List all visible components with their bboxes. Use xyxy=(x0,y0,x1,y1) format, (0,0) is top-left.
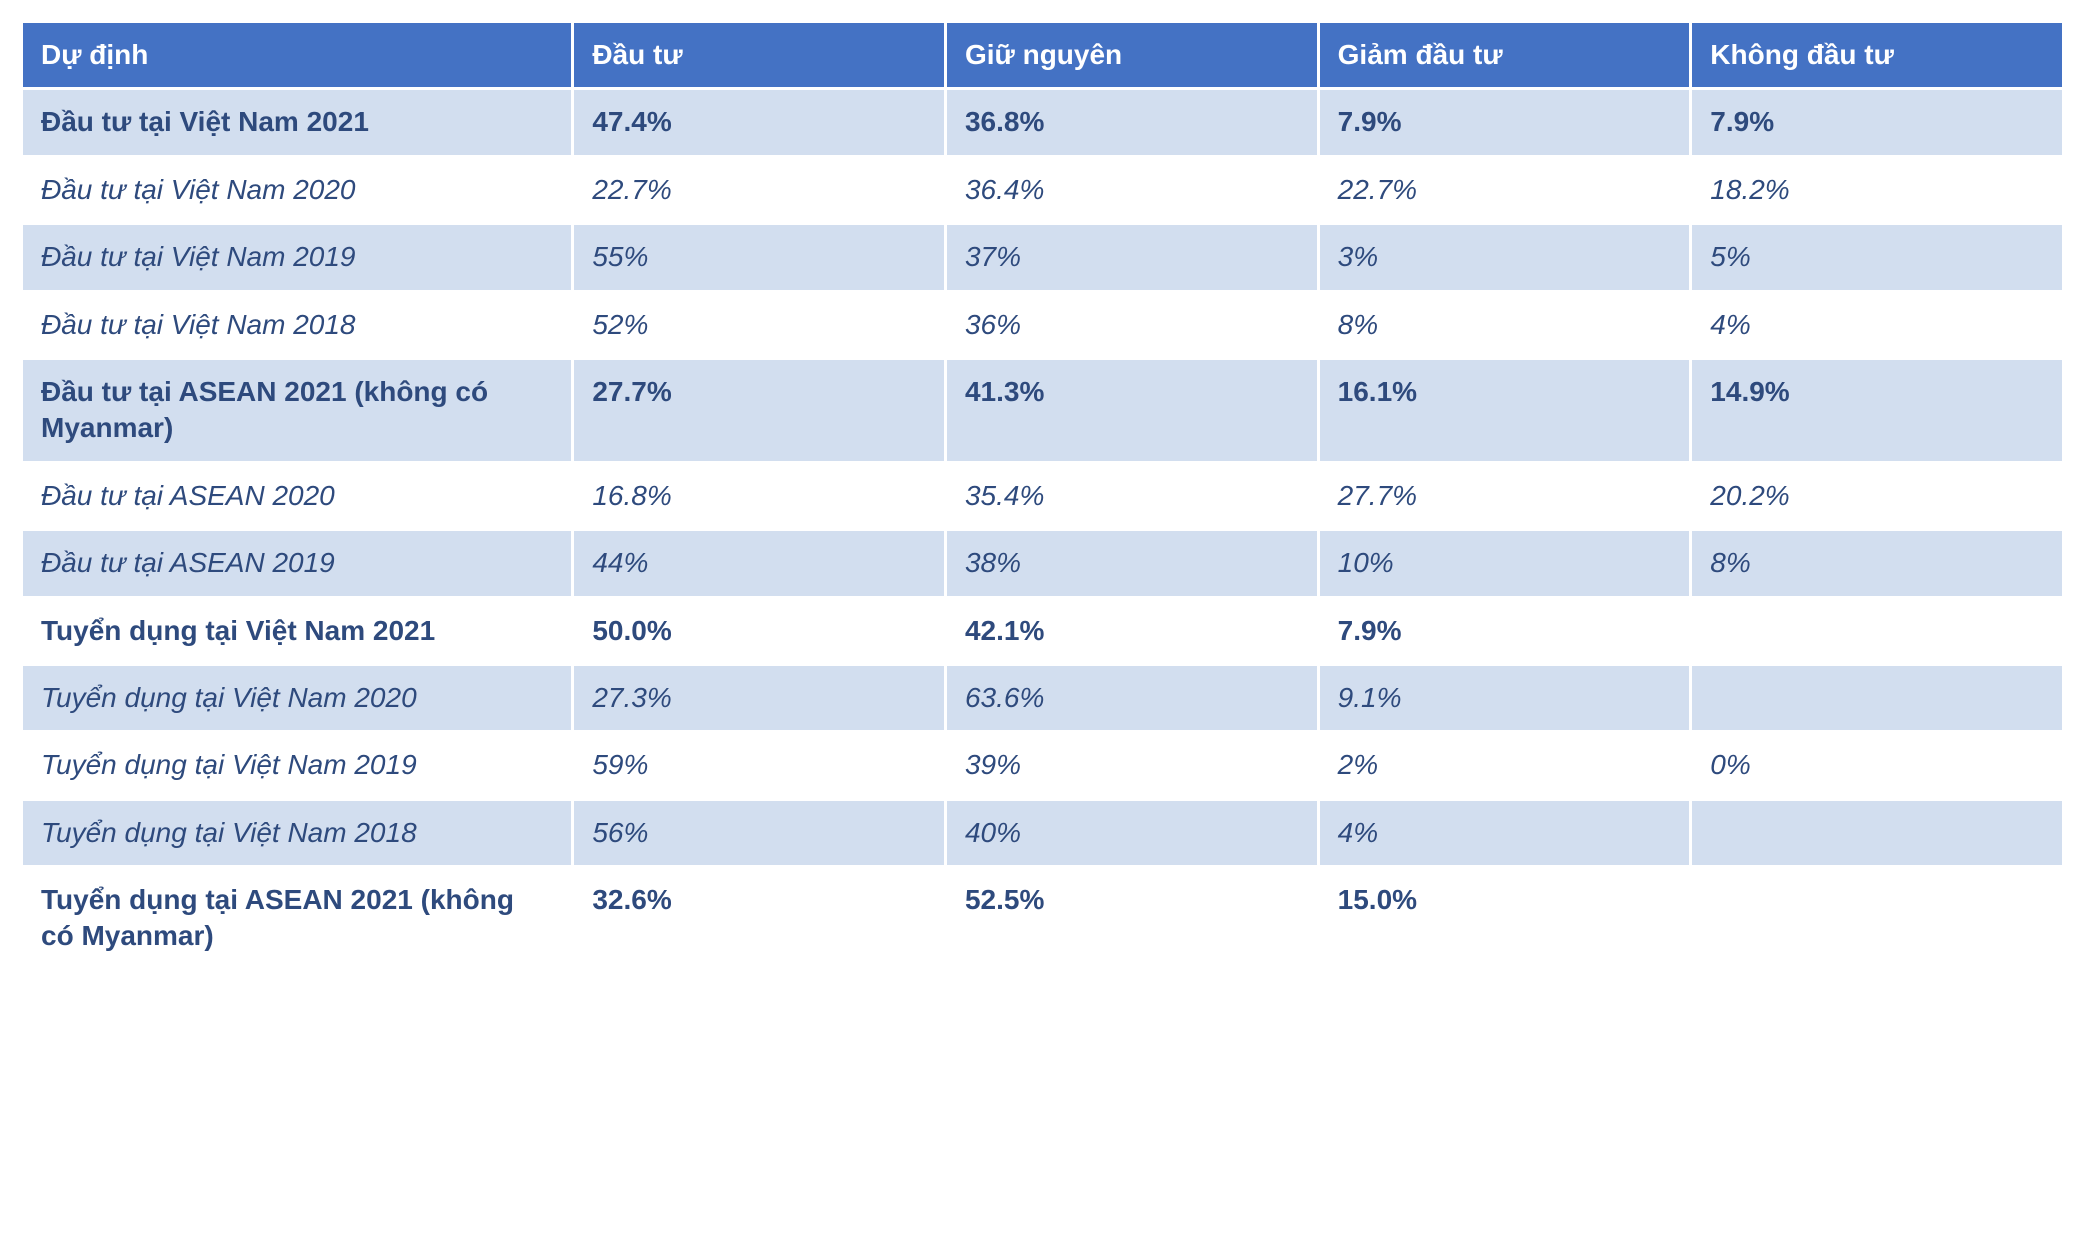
cell-value xyxy=(1691,799,2064,866)
row-label: Đầu tư tại Việt Nam 2020 xyxy=(22,156,573,223)
cell-value: 14.9% xyxy=(1691,358,2064,462)
column-header: Dự định xyxy=(22,22,573,89)
cell-value: 56% xyxy=(573,799,946,866)
cell-value: 32.6% xyxy=(573,867,946,971)
table-row: Tuyển dụng tại Việt Nam 201959%39%2%0% xyxy=(22,732,2064,799)
cell-value: 16.1% xyxy=(1318,358,1691,462)
table-row: Đầu tư tại Việt Nam 201852%36%8%4% xyxy=(22,291,2064,358)
cell-value: 8% xyxy=(1318,291,1691,358)
table-row: Đầu tư tại ASEAN 2021 (không có Myanmar)… xyxy=(22,358,2064,462)
cell-value: 4% xyxy=(1691,291,2064,358)
cell-value: 18.2% xyxy=(1691,156,2064,223)
cell-value: 0% xyxy=(1691,732,2064,799)
cell-value: 52.5% xyxy=(945,867,1318,971)
table-body: Đầu tư tại Việt Nam 202147.4%36.8%7.9%7.… xyxy=(22,89,2064,970)
row-label: Tuyển dụng tại Việt Nam 2020 xyxy=(22,664,573,731)
table-row: Tuyển dụng tại Việt Nam 202150.0%42.1%7.… xyxy=(22,597,2064,664)
cell-value: 47.4% xyxy=(573,89,946,156)
cell-value: 7.9% xyxy=(1318,89,1691,156)
cell-value xyxy=(1691,597,2064,664)
row-label: Đầu tư tại Việt Nam 2019 xyxy=(22,224,573,291)
cell-value: 3% xyxy=(1318,224,1691,291)
cell-value: 20.2% xyxy=(1691,462,2064,529)
cell-value: 42.1% xyxy=(945,597,1318,664)
row-label: Đầu tư tại ASEAN 2020 xyxy=(22,462,573,529)
table-row: Đầu tư tại Việt Nam 201955%37%3%5% xyxy=(22,224,2064,291)
table-row: Đầu tư tại ASEAN 201944%38%10%8% xyxy=(22,530,2064,597)
cell-value: 37% xyxy=(945,224,1318,291)
cell-value: 9.1% xyxy=(1318,664,1691,731)
cell-value: 52% xyxy=(573,291,946,358)
cell-value: 50.0% xyxy=(573,597,946,664)
cell-value: 44% xyxy=(573,530,946,597)
cell-value: 10% xyxy=(1318,530,1691,597)
cell-value: 27.7% xyxy=(573,358,946,462)
row-label: Đầu tư tại Việt Nam 2021 xyxy=(22,89,573,156)
row-label: Tuyển dụng tại Việt Nam 2021 xyxy=(22,597,573,664)
column-header: Giảm đầu tư xyxy=(1318,22,1691,89)
row-label: Tuyển dụng tại Việt Nam 2018 xyxy=(22,799,573,866)
cell-value: 36% xyxy=(945,291,1318,358)
cell-value: 27.3% xyxy=(573,664,946,731)
cell-value: 35.4% xyxy=(945,462,1318,529)
cell-value: 36.4% xyxy=(945,156,1318,223)
cell-value: 41.3% xyxy=(945,358,1318,462)
row-label: Đầu tư tại ASEAN 2021 (không có Myanmar) xyxy=(22,358,573,462)
cell-value: 22.7% xyxy=(1318,156,1691,223)
cell-value: 16.8% xyxy=(573,462,946,529)
table-row: Tuyển dụng tại Việt Nam 202027.3%63.6%9.… xyxy=(22,664,2064,731)
cell-value: 36.8% xyxy=(945,89,1318,156)
row-label: Đầu tư tại Việt Nam 2018 xyxy=(22,291,573,358)
row-label: Tuyển dụng tại Việt Nam 2019 xyxy=(22,732,573,799)
cell-value: 5% xyxy=(1691,224,2064,291)
row-label: Đầu tư tại ASEAN 2019 xyxy=(22,530,573,597)
cell-value xyxy=(1691,867,2064,971)
cell-value: 59% xyxy=(573,732,946,799)
investment-table: Dự định Đầu tư Giữ nguyên Giảm đầu tư Kh… xyxy=(20,20,2065,972)
table-row: Đầu tư tại Việt Nam 202022.7%36.4%22.7%1… xyxy=(22,156,2064,223)
cell-value: 63.6% xyxy=(945,664,1318,731)
column-header: Giữ nguyên xyxy=(945,22,1318,89)
cell-value: 4% xyxy=(1318,799,1691,866)
row-label: Tuyển dụng tại ASEAN 2021 (không có Myan… xyxy=(22,867,573,971)
cell-value: 8% xyxy=(1691,530,2064,597)
cell-value: 27.7% xyxy=(1318,462,1691,529)
cell-value: 22.7% xyxy=(573,156,946,223)
column-header: Đầu tư xyxy=(573,22,946,89)
cell-value: 55% xyxy=(573,224,946,291)
table-row: Tuyển dụng tại ASEAN 2021 (không có Myan… xyxy=(22,867,2064,971)
table-header-row: Dự định Đầu tư Giữ nguyên Giảm đầu tư Kh… xyxy=(22,22,2064,89)
cell-value xyxy=(1691,664,2064,731)
cell-value: 7.9% xyxy=(1691,89,2064,156)
table-row: Tuyển dụng tại Việt Nam 201856%40%4% xyxy=(22,799,2064,866)
cell-value: 2% xyxy=(1318,732,1691,799)
cell-value: 15.0% xyxy=(1318,867,1691,971)
cell-value: 7.9% xyxy=(1318,597,1691,664)
cell-value: 39% xyxy=(945,732,1318,799)
table-row: Đầu tư tại Việt Nam 202147.4%36.8%7.9%7.… xyxy=(22,89,2064,156)
table-row: Đầu tư tại ASEAN 202016.8%35.4%27.7%20.2… xyxy=(22,462,2064,529)
cell-value: 40% xyxy=(945,799,1318,866)
column-header: Không đầu tư xyxy=(1691,22,2064,89)
cell-value: 38% xyxy=(945,530,1318,597)
